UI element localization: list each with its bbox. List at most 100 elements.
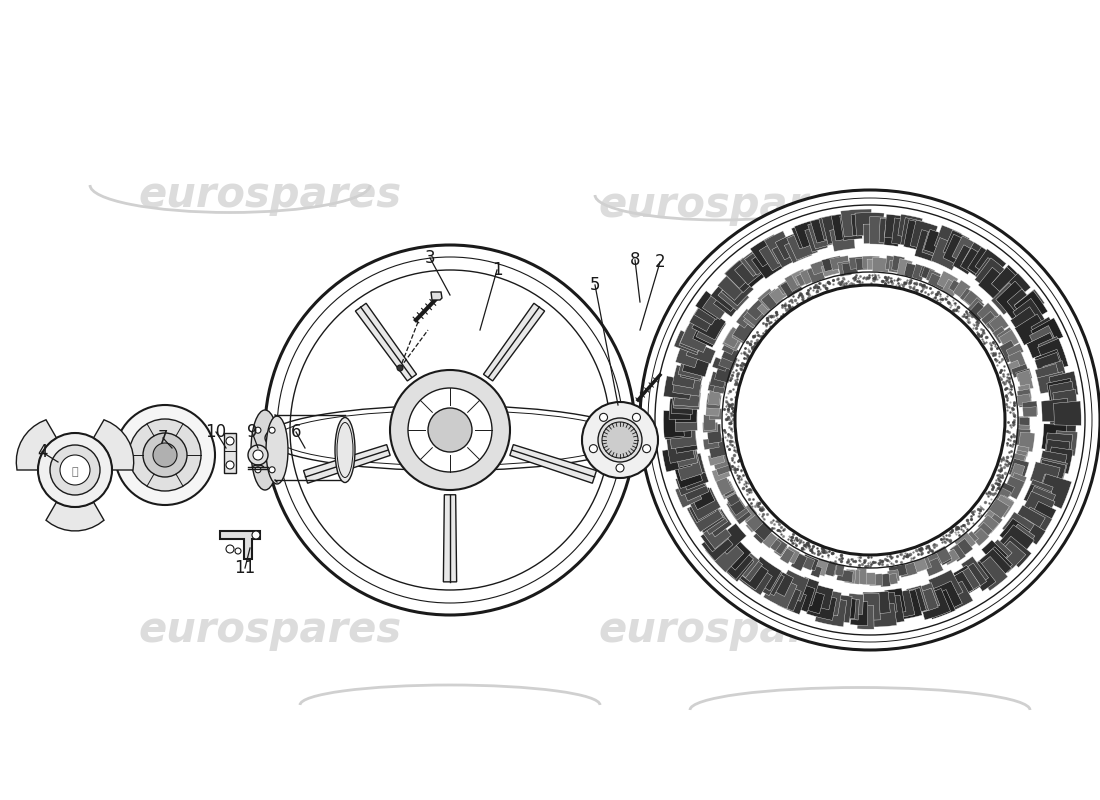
Polygon shape xyxy=(1022,507,1053,534)
Polygon shape xyxy=(707,424,722,444)
Polygon shape xyxy=(663,376,693,399)
Polygon shape xyxy=(931,581,962,614)
Polygon shape xyxy=(862,256,880,268)
Polygon shape xyxy=(1016,389,1032,407)
Polygon shape xyxy=(693,320,720,347)
Polygon shape xyxy=(754,526,770,544)
Polygon shape xyxy=(674,437,697,467)
Polygon shape xyxy=(1030,462,1060,490)
Polygon shape xyxy=(928,273,949,291)
Polygon shape xyxy=(968,298,984,315)
Polygon shape xyxy=(886,255,895,270)
Polygon shape xyxy=(1014,289,1045,317)
Polygon shape xyxy=(954,566,980,595)
Polygon shape xyxy=(870,217,891,245)
Polygon shape xyxy=(707,453,725,466)
Polygon shape xyxy=(703,289,733,319)
Polygon shape xyxy=(896,258,913,277)
Text: 11: 11 xyxy=(234,559,255,577)
Polygon shape xyxy=(745,246,774,275)
Polygon shape xyxy=(702,530,733,561)
Polygon shape xyxy=(694,297,723,325)
Polygon shape xyxy=(707,382,721,392)
Polygon shape xyxy=(484,303,544,381)
Text: 5: 5 xyxy=(590,276,601,294)
Polygon shape xyxy=(1018,416,1028,430)
Polygon shape xyxy=(975,557,1008,591)
Polygon shape xyxy=(715,523,747,554)
Polygon shape xyxy=(937,551,953,566)
Circle shape xyxy=(270,466,275,473)
Polygon shape xyxy=(986,539,1012,566)
Circle shape xyxy=(390,370,510,490)
Polygon shape xyxy=(961,556,989,586)
Polygon shape xyxy=(999,482,1014,497)
Polygon shape xyxy=(1014,290,1048,324)
Polygon shape xyxy=(750,234,784,267)
Text: 🐴: 🐴 xyxy=(72,467,78,477)
Polygon shape xyxy=(952,236,979,265)
Polygon shape xyxy=(1006,343,1024,358)
Polygon shape xyxy=(667,433,694,463)
Polygon shape xyxy=(46,502,104,531)
Polygon shape xyxy=(899,562,917,578)
Polygon shape xyxy=(725,490,740,506)
Polygon shape xyxy=(662,446,692,472)
Polygon shape xyxy=(997,525,1034,562)
Circle shape xyxy=(129,419,201,491)
Polygon shape xyxy=(851,214,877,236)
Polygon shape xyxy=(984,510,999,524)
Polygon shape xyxy=(16,420,56,470)
Polygon shape xyxy=(733,552,762,582)
Polygon shape xyxy=(780,276,803,298)
Polygon shape xyxy=(670,428,696,449)
Polygon shape xyxy=(737,259,766,288)
Polygon shape xyxy=(953,245,981,274)
Polygon shape xyxy=(736,560,772,595)
Polygon shape xyxy=(1000,518,1031,550)
Polygon shape xyxy=(1014,450,1027,463)
Polygon shape xyxy=(1038,450,1067,475)
Polygon shape xyxy=(872,258,890,273)
Circle shape xyxy=(616,464,624,472)
Polygon shape xyxy=(1025,502,1056,535)
Polygon shape xyxy=(901,218,925,248)
Circle shape xyxy=(590,445,597,453)
Polygon shape xyxy=(675,482,702,508)
Polygon shape xyxy=(678,353,706,380)
Polygon shape xyxy=(961,531,979,548)
Polygon shape xyxy=(968,561,996,591)
Polygon shape xyxy=(1037,458,1067,481)
Polygon shape xyxy=(889,564,908,578)
Text: 8: 8 xyxy=(629,251,640,269)
Polygon shape xyxy=(704,415,715,430)
Polygon shape xyxy=(943,549,959,566)
Polygon shape xyxy=(712,451,729,470)
Polygon shape xyxy=(1023,406,1037,417)
Polygon shape xyxy=(993,541,1026,573)
Polygon shape xyxy=(1035,364,1062,391)
Polygon shape xyxy=(807,219,835,249)
Polygon shape xyxy=(1044,433,1072,460)
Polygon shape xyxy=(989,314,1009,334)
Polygon shape xyxy=(892,590,922,621)
Polygon shape xyxy=(850,570,860,584)
Polygon shape xyxy=(776,234,802,260)
Circle shape xyxy=(226,545,234,553)
Polygon shape xyxy=(717,266,751,300)
Polygon shape xyxy=(1031,317,1057,342)
Polygon shape xyxy=(811,215,840,243)
Polygon shape xyxy=(791,269,808,286)
Polygon shape xyxy=(975,249,1006,280)
Polygon shape xyxy=(942,279,960,298)
Polygon shape xyxy=(889,590,915,618)
Circle shape xyxy=(397,365,403,371)
Text: eurospares: eurospares xyxy=(598,609,861,651)
Polygon shape xyxy=(786,229,818,260)
Polygon shape xyxy=(509,445,596,483)
Polygon shape xyxy=(815,596,847,627)
Polygon shape xyxy=(943,230,969,259)
Polygon shape xyxy=(880,574,890,587)
Polygon shape xyxy=(780,548,794,564)
Polygon shape xyxy=(906,558,928,574)
